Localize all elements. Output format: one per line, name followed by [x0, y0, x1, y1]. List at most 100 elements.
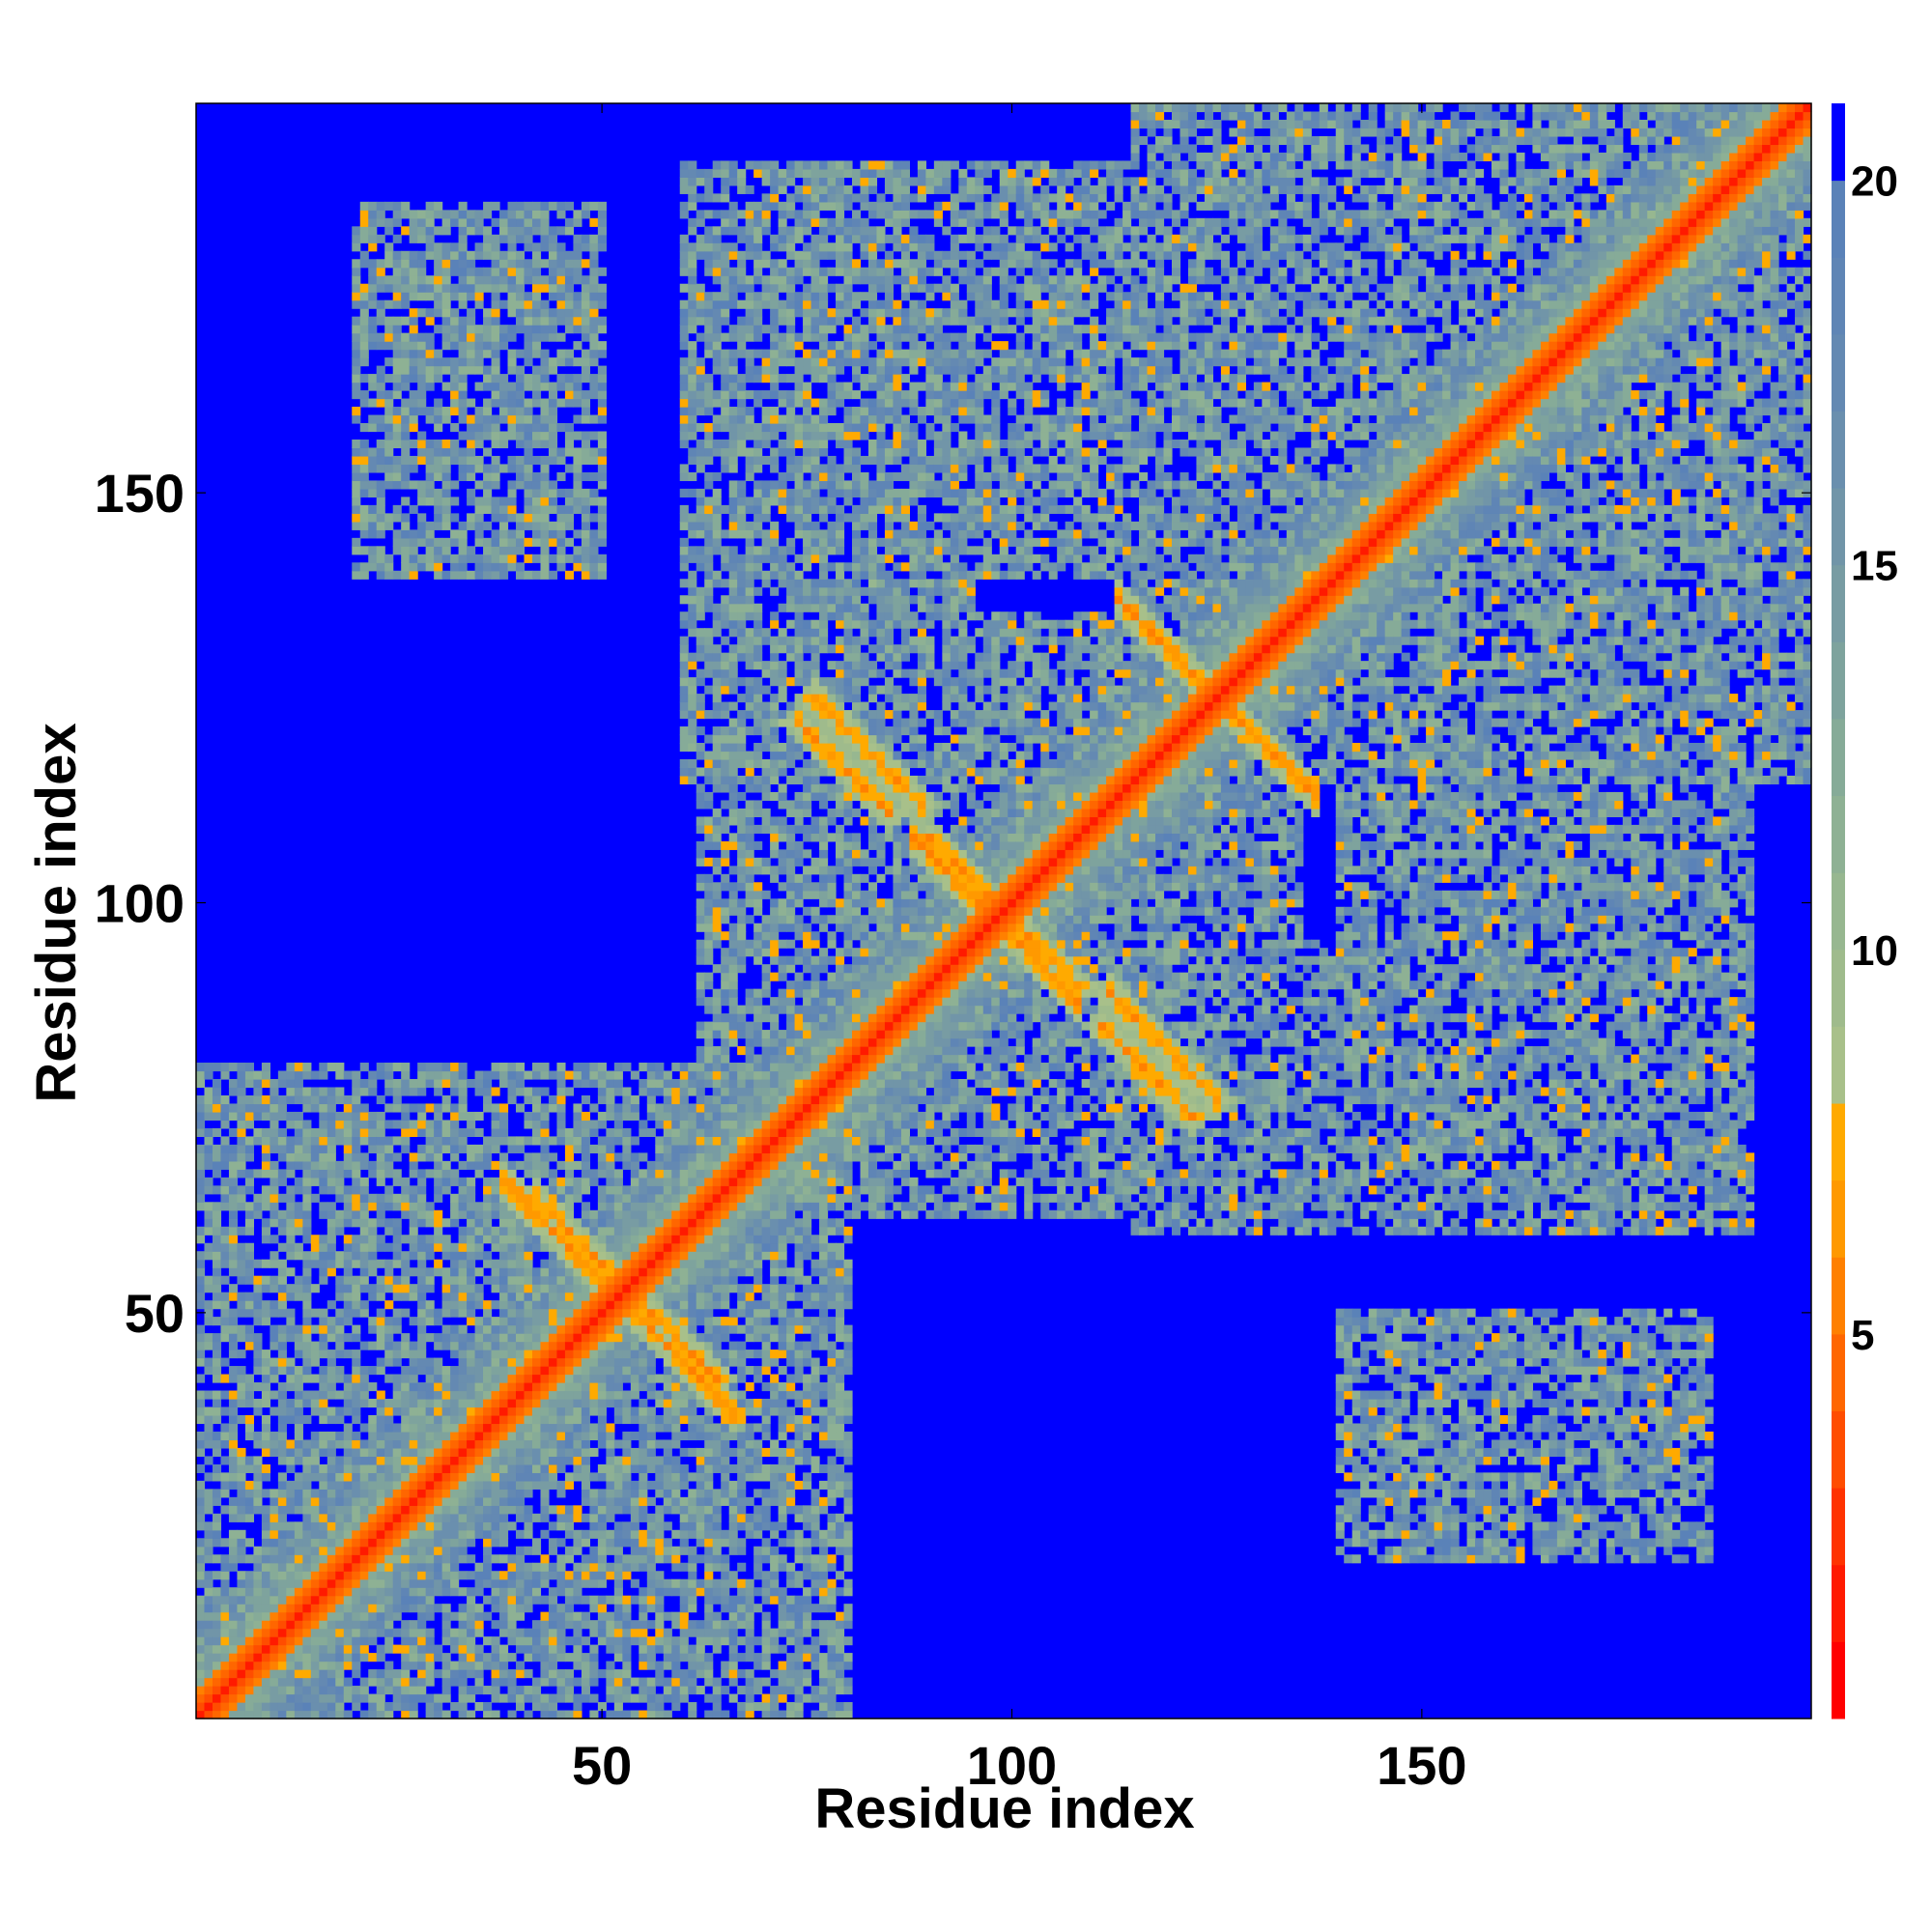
heatmap-cell [410, 1662, 418, 1670]
heatmap-cell [508, 1399, 517, 1407]
heatmap-cell [499, 1161, 508, 1170]
heatmap-cell [492, 235, 500, 243]
heatmap-cell [499, 1694, 508, 1703]
heatmap-cell [442, 522, 451, 530]
heatmap-cell [475, 505, 484, 514]
heatmap-cell [589, 1604, 598, 1612]
heatmap-cell [598, 1629, 607, 1637]
heatmap-cell [655, 1530, 664, 1539]
heatmap-cell [492, 1497, 500, 1506]
heatmap-cell [319, 1448, 327, 1457]
heatmap-cell [549, 538, 557, 547]
heatmap-cell [360, 1505, 369, 1514]
heatmap-cell [344, 1284, 353, 1293]
heatmap-cell [253, 1636, 262, 1645]
heatmap-cell [573, 1711, 582, 1719]
heatmap-cell [237, 1514, 245, 1522]
heatmap-cell [401, 1063, 410, 1071]
heatmap-cell [573, 1178, 582, 1186]
heatmap-cell [614, 1169, 623, 1178]
heatmap-cell [540, 1497, 549, 1506]
heatmap-cell [475, 1653, 484, 1662]
heatmap-cell [262, 1136, 270, 1145]
heatmap-cell [426, 1711, 435, 1719]
heatmap-cell [286, 1554, 295, 1563]
heatmap-cell [483, 1194, 492, 1203]
heatmap-cell [229, 1432, 238, 1440]
heatmap-cell [467, 1489, 475, 1497]
heatmap-cell [295, 1112, 303, 1121]
heatmap-cell [377, 1571, 385, 1579]
heatmap-cell [492, 1406, 500, 1415]
heatmap-cell [278, 1472, 287, 1481]
heatmap-cell [589, 1563, 598, 1572]
heatmap-cell [360, 1521, 369, 1530]
heatmap-cell [384, 562, 393, 571]
heatmap-cell [671, 1612, 680, 1621]
heatmap-cell [377, 1194, 385, 1203]
heatmap-cell [467, 1300, 475, 1309]
heatmap-cell [467, 1505, 475, 1514]
heatmap-cell [204, 1243, 213, 1252]
heatmap-cell [582, 1227, 590, 1236]
heatmap-cell [270, 1636, 278, 1645]
heatmap-cell [319, 1309, 327, 1318]
heatmap-cell [540, 1481, 549, 1490]
heatmap-cell [516, 325, 525, 333]
heatmap-cell [450, 1415, 459, 1424]
heatmap-cell [401, 226, 410, 235]
heatmap-cell [582, 554, 590, 563]
heatmap-cell [565, 1406, 574, 1415]
heatmap-cell [499, 1243, 508, 1252]
heatmap-cell [532, 1087, 541, 1095]
heatmap-cell [204, 1489, 213, 1497]
heatmap-cell [499, 1678, 508, 1687]
heatmap-cell [377, 333, 385, 342]
heatmap-cell [524, 1464, 532, 1473]
heatmap-cell [598, 1185, 607, 1194]
heatmap-cell [384, 1136, 393, 1145]
heatmap-cell [335, 1391, 344, 1400]
heatmap-cell [606, 1194, 614, 1203]
heatmap-cell [311, 1653, 320, 1662]
heatmap-cell [426, 341, 435, 350]
heatmap-cell [426, 1579, 435, 1588]
heatmap-cell [319, 1472, 327, 1481]
heatmap-cell [410, 235, 418, 243]
heatmap-cell [393, 1251, 402, 1260]
heatmap-cell [556, 1243, 565, 1252]
heatmap-cell [368, 1678, 377, 1687]
heatmap-cell [196, 1464, 205, 1473]
heatmap-cell [614, 1489, 623, 1497]
heatmap-cell [647, 1423, 656, 1432]
heatmap-cell [410, 218, 418, 227]
heatmap-cell [589, 1669, 598, 1678]
heatmap-cell [426, 383, 435, 391]
heatmap-cell [229, 1366, 238, 1375]
heatmap-cell [492, 1243, 500, 1252]
heatmap-cell [434, 447, 442, 456]
heatmap-cell [549, 1178, 557, 1186]
heatmap-cell [664, 1317, 672, 1325]
heatmap-cell [549, 383, 557, 391]
heatmap-cell [483, 268, 492, 276]
heatmap-cell [450, 251, 459, 260]
heatmap-cell [606, 1293, 614, 1301]
heatmap-cell [270, 1530, 278, 1539]
heatmap-cell [368, 1587, 377, 1596]
heatmap-cell [540, 1456, 549, 1464]
heatmap-cell [229, 1694, 238, 1703]
heatmap-cell [426, 1612, 435, 1621]
heatmap-cell [220, 1711, 229, 1719]
heatmap-cell [459, 1694, 468, 1703]
heatmap-cell [614, 1571, 623, 1579]
heatmap-cell [417, 1210, 426, 1219]
heatmap-cell [434, 259, 442, 268]
heatmap-cell [360, 1547, 369, 1555]
heatmap-cell [655, 1399, 664, 1407]
heatmap-cell [401, 1521, 410, 1530]
heatmap-cell [311, 1629, 320, 1637]
heatmap-cell [253, 1350, 262, 1358]
heatmap-cell [540, 513, 549, 522]
heatmap-cell [631, 1358, 639, 1367]
